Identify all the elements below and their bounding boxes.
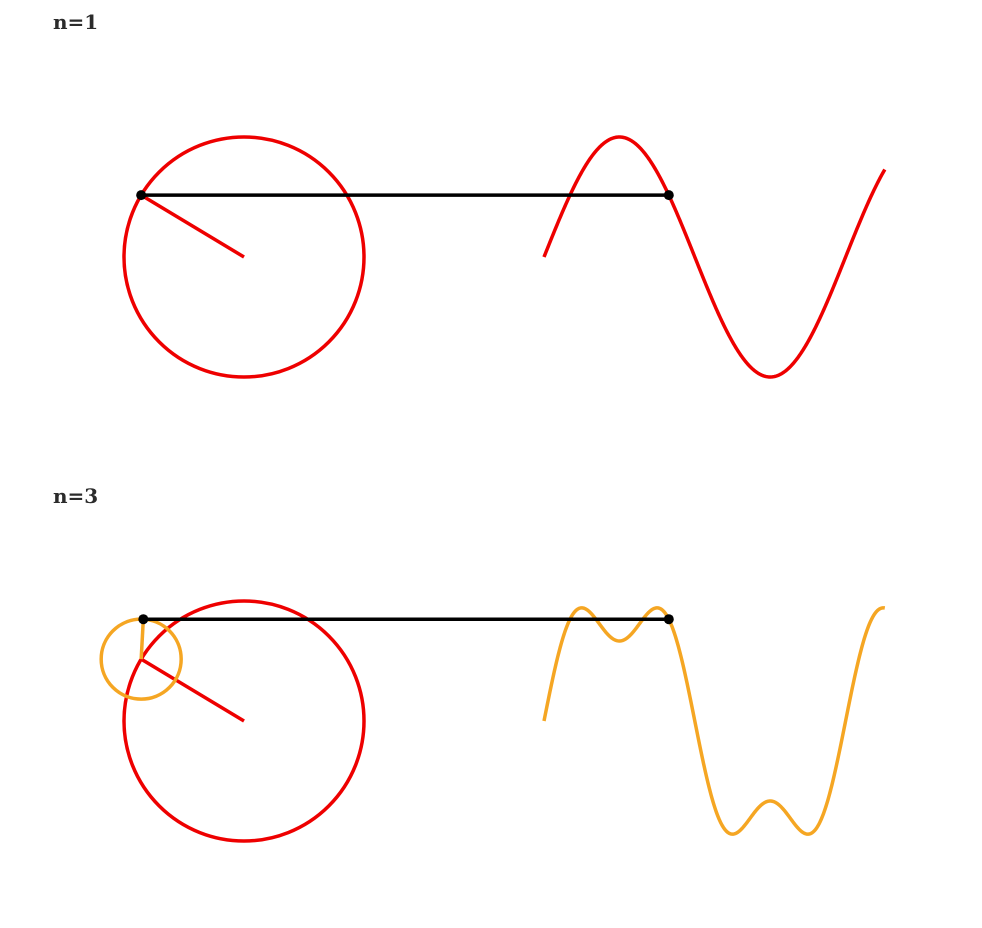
connector-end-dot (663, 614, 674, 625)
epicycle-radius-3 (139, 619, 146, 660)
panel-label-n3: n=3 (53, 484, 99, 508)
panel-label-n1: n=1 (53, 10, 99, 34)
connector-end-dot (663, 190, 674, 201)
epicycle-radius-1 (140, 657, 245, 723)
wave-curve (542, 606, 886, 836)
fourier-panel-n1 (122, 135, 887, 379)
epicycle-circle-1 (122, 135, 366, 379)
connector-start-dot (138, 614, 149, 625)
fourier-panel-n3 (99, 599, 886, 843)
epicycle-radius-1 (140, 193, 245, 259)
epicycle-circle-1 (122, 599, 366, 843)
wave-curve (542, 135, 887, 379)
connector-start-dot (136, 190, 147, 201)
